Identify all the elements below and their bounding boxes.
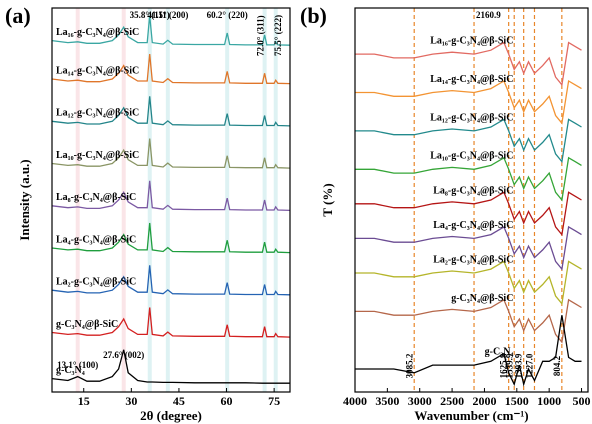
x-tick-label: 500 <box>573 394 591 408</box>
peak-band <box>273 8 278 392</box>
series-label: g-C₃N₄ <box>56 365 85 376</box>
spectrum-line <box>51 349 290 384</box>
x-tick-label: 15 <box>78 394 90 408</box>
x-tick-label: 2000 <box>472 394 496 408</box>
band-label: 3085.2 <box>404 353 414 378</box>
x-tick-label: 60 <box>221 394 233 408</box>
peak-label: 75.5° (222) <box>273 15 283 56</box>
y-axis-label: T (%) <box>320 183 335 216</box>
spectrum-line <box>51 96 291 127</box>
series-label: La₈-g-C₃N₄@β-SiC <box>56 192 136 203</box>
x-axis-label: Wavenumber (cm⁻¹) <box>414 408 528 423</box>
spectrum-line <box>51 15 291 46</box>
peak-label: 35.8° (111) <box>130 10 170 20</box>
spectrum-line <box>51 265 291 296</box>
x-tick-label: 45 <box>173 394 185 408</box>
series-label: La₂-g-C₃N₄@β-SiC <box>56 277 136 288</box>
spectrum-line <box>355 118 582 164</box>
x-tick-label: 1000 <box>537 394 561 408</box>
series-label: La₁₂-g-C₃N₄@β-SiC <box>56 108 139 119</box>
panel-label: (b) <box>300 3 327 28</box>
band-label: 2160.9 <box>476 10 501 20</box>
x-tick-label: 2500 <box>440 394 464 408</box>
series-label: La₈-g-C₃N₄@β-SiC <box>433 185 513 196</box>
x-tick-label: 3500 <box>375 394 399 408</box>
y-axis-label: Intensity (a.u.) <box>17 159 32 240</box>
spectrum-line <box>355 225 582 271</box>
peak-band <box>75 8 80 392</box>
peak-band <box>147 8 152 392</box>
x-tick-label: 30 <box>125 394 137 408</box>
series-label: La₁₆-g-C₃N₄@β-SiC <box>430 36 513 47</box>
peak-band <box>165 8 170 392</box>
spectrum-line <box>355 298 582 344</box>
x-axis-label: 2θ (degree) <box>140 408 202 423</box>
series-label: g-C₃N₄ <box>485 347 514 358</box>
peak-label: 27.6° (002) <box>103 350 144 360</box>
peak-band <box>121 8 126 392</box>
band-label: 1625.8 <box>499 353 509 378</box>
series-label: g-C₃N₄@β-SiC <box>56 319 118 330</box>
panel-label: (a) <box>5 3 31 28</box>
plot-frame <box>51 7 291 393</box>
series-label: La₁₀-g-C₃N₄@β-SiC <box>56 150 139 161</box>
series-label: La₁₄-g-C₃N₄@β-SiC <box>430 74 513 85</box>
series-label: La₄-g-C₃N₄@β-SiC <box>433 220 513 231</box>
band-label: 1227.0 <box>525 353 535 378</box>
spectrum-line <box>51 180 291 212</box>
x-tick-label: 4000 <box>343 394 367 408</box>
band-label: 804.2 <box>552 355 562 376</box>
plot-frame <box>354 7 589 393</box>
peak-label: 60.2° (220) <box>207 10 248 20</box>
spectrum-line <box>51 222 291 254</box>
series-label: La₁₆-g-C₃N₄@β-SiC <box>56 27 139 38</box>
spectrum-line <box>355 41 582 87</box>
series-label: La₁₀-g-C₃N₄@β-SiC <box>430 151 513 162</box>
series-label: La₄-g-C₃N₄@β-SiC <box>56 234 136 245</box>
series-label: La₁₂-g-C₃N₄@β-SiC <box>430 112 513 123</box>
spectrum-line <box>51 138 291 169</box>
x-tick-label: 3000 <box>408 394 432 408</box>
peak-label: 72.0° (311) <box>256 15 266 56</box>
peak-label: 41.5° (200) <box>147 10 188 20</box>
spectrum-line <box>355 191 582 237</box>
spectrum-line <box>355 156 582 202</box>
spectrum-line <box>355 260 582 306</box>
spectrum-line <box>51 307 291 338</box>
spectrum-line <box>355 315 582 387</box>
series-label: g-C₃N₄@β-SiC <box>451 293 513 304</box>
x-tick-label: 1500 <box>505 394 529 408</box>
spectrum-line <box>355 79 582 125</box>
x-tick-label: 75 <box>268 394 280 408</box>
series-label: La₁₄-g-C₃N₄@β-SiC <box>56 65 139 76</box>
band-label: 1393.9 <box>514 353 524 378</box>
series-label: La₂-g-C₃N₄@β-SiC <box>433 254 513 265</box>
band-label: 1539.9 <box>504 353 514 378</box>
spectrum-line <box>51 54 291 85</box>
peak-label: 13.1° (100) <box>57 360 98 370</box>
